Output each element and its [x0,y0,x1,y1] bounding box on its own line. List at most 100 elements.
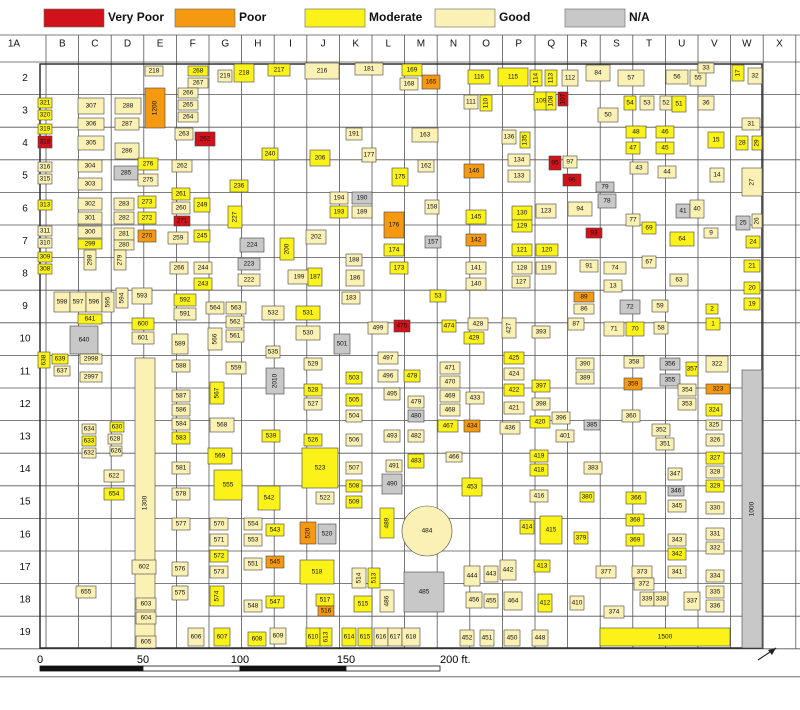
building: 86 [573,303,595,315]
legend-label: Poor [239,10,267,24]
building-shape [144,65,164,77]
building-label: 422 [509,387,520,394]
building: 655 [75,585,97,599]
building-label: 334 [710,573,721,580]
building: 467 [437,419,459,433]
building-shape [445,451,463,463]
building: 360 [621,409,641,423]
building-shape [103,469,125,483]
building: 285 [113,165,139,181]
building: 578 [171,487,191,501]
building-shape [465,277,487,291]
building-label: 41 [679,208,687,215]
building-shape [269,627,287,645]
building-label: 223 [244,261,255,268]
building: 433 [465,391,485,405]
building-label: 413 [537,563,548,570]
building-label: 181 [364,66,375,73]
building: 570 [209,517,229,531]
building: 547 [265,595,285,609]
building: 617 [387,627,403,647]
building-shape [225,301,247,315]
building-shape [641,255,657,269]
building-shape [595,565,617,579]
building: 140 [465,277,487,291]
building: 485 [403,571,445,613]
building-shape [399,77,419,91]
building-label: 298 [87,254,94,265]
building-label: 134 [514,157,525,164]
building: 2010 [265,367,285,395]
building: 311 [37,225,53,237]
building-shape [345,371,363,385]
building: 595 [101,291,115,313]
building: 309 [37,251,53,263]
building: 600 [131,317,155,331]
building: 499 [367,321,389,335]
building-label: 79 [601,184,609,191]
building-shape [77,225,103,239]
building: 319 [37,123,53,135]
building: 422 [503,383,525,397]
building-label: 1000 [749,501,756,516]
building-label: 489 [384,517,391,528]
building-shape [501,317,517,339]
building: 346 [667,485,685,497]
building: 592 [173,293,197,307]
building-label: 398 [536,401,547,408]
building-label: 119 [541,265,552,272]
building-shape [357,627,373,647]
building-label: 496 [383,373,394,380]
building-shape [177,87,199,99]
building: 368 [625,513,645,527]
building-shape [173,215,191,227]
building-shape [465,233,487,247]
building-shape [367,321,389,335]
building: 448 [531,629,549,647]
building: 419 [529,449,549,463]
building-shape [115,287,129,309]
building-label: 323 [713,386,724,393]
building-label: 194 [334,195,345,202]
building-label: 605 [141,639,152,646]
building-shape [403,571,445,613]
building: 634 [81,423,97,435]
building-shape [305,229,327,245]
building: 561 [225,329,245,343]
building-shape [393,319,411,333]
building: 598 [53,291,71,313]
building-shape [114,142,140,160]
building-shape [107,433,123,445]
building: 562 [225,315,245,329]
building: 415 [539,515,563,545]
building-label: 568 [217,422,228,429]
building-shape [465,261,487,275]
building-label: 517 [320,597,331,604]
building-label: 222 [244,277,255,284]
building-label: 607 [217,634,228,641]
building: 355 [659,373,681,387]
building-shape [114,117,140,131]
building-label: 157 [428,239,439,246]
building: 483 [407,453,425,469]
building-label: 516 [321,608,332,615]
building: 443 [483,565,499,583]
building-label: 374 [609,609,620,616]
building-shape [171,417,191,431]
building-label: 50 [604,112,612,119]
building: 332 [705,541,725,555]
building-label: 330 [710,505,721,512]
building-shape [441,319,457,333]
building-label: 355 [665,377,676,384]
building: 414 [519,519,535,535]
building: 9 [703,227,719,239]
building-label: 165 [426,79,437,86]
building: 44 [657,165,677,179]
building-shape [483,565,499,583]
building-shape [741,117,761,131]
building-shape [345,269,365,287]
building-shape [187,627,205,647]
building: 587 [171,389,191,403]
building-shape [544,69,558,87]
building: 640 [69,325,99,355]
